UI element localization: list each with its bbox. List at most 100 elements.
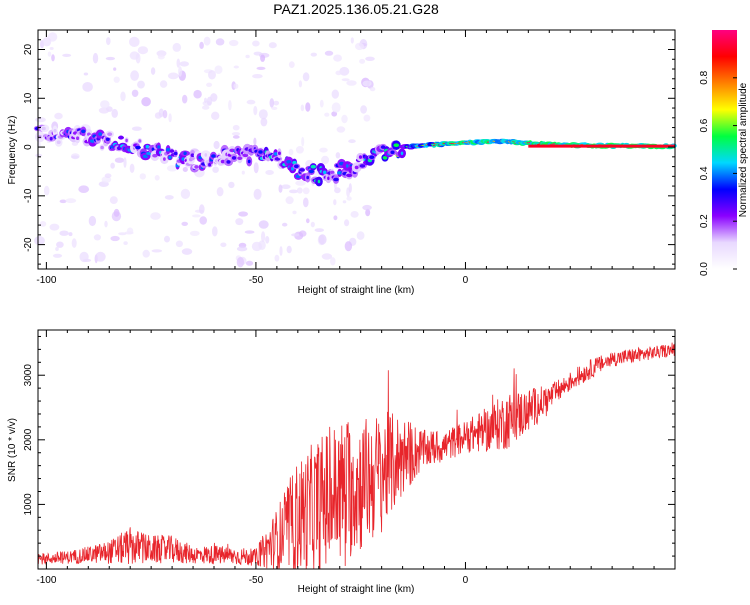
noise-blob — [285, 196, 294, 205]
ridge-blob-core — [157, 145, 161, 149]
noise-blob — [192, 214, 201, 218]
noise-blob — [306, 218, 310, 224]
noise-blob — [199, 204, 205, 215]
noise-blob — [212, 166, 219, 173]
noise-blob — [228, 181, 235, 189]
noise-blob — [100, 100, 110, 109]
noise-blob — [130, 70, 140, 81]
noise-blob — [265, 170, 274, 175]
ridge-blob-core — [329, 170, 335, 175]
noise-blob — [166, 165, 178, 172]
noise-blob — [164, 235, 170, 243]
noise-blob — [282, 222, 288, 227]
ridge-blob-core — [317, 179, 321, 184]
snr-y-tick-label: 3000 — [23, 364, 34, 387]
ridge-blob-core — [286, 160, 292, 164]
noise-blob — [159, 80, 168, 88]
noise-blob — [253, 137, 257, 146]
ridge-blob-core — [382, 156, 388, 160]
noise-blob — [129, 51, 140, 60]
noise-blob — [260, 117, 268, 127]
ridge-blob-core — [277, 151, 281, 156]
noise-blob — [56, 241, 64, 248]
ridge-blob-core — [358, 155, 363, 159]
colorbar-ticks: 0.0 0.2 0.4 0.6 0.8 — [699, 70, 737, 276]
noise-blob — [220, 242, 227, 248]
noise-blob — [168, 113, 172, 123]
noise-blob — [157, 54, 165, 60]
spectrogram-y-tick-label: -20 — [23, 237, 34, 252]
colorbar-tick-label: 0.6 — [699, 118, 710, 132]
spectrogram-y-axis-label: Frequency (Hz) — [7, 116, 18, 185]
noise-blob — [92, 52, 99, 64]
spectrogram-x-axis-label: Height of straight line (km) — [298, 285, 415, 296]
noise-blob — [321, 253, 333, 260]
noise-blob — [110, 162, 115, 169]
ridge-blob-core — [393, 143, 400, 147]
noise-blob — [310, 221, 315, 228]
noise-blob — [344, 219, 350, 227]
noise-blob — [232, 124, 240, 131]
noise-blob — [330, 257, 336, 266]
colorbar: 0.0 0.2 0.4 0.6 0.8 Normalized spectral ampl… — [699, 30, 749, 276]
noise-blob — [151, 249, 163, 253]
ridge-blob-core — [118, 135, 124, 140]
noise-blob — [236, 246, 248, 252]
noise-blob — [319, 99, 324, 108]
noise-blob — [333, 199, 337, 206]
ridge-blob-core — [258, 150, 263, 154]
noise-blob — [139, 173, 146, 180]
noise-blob — [164, 195, 174, 200]
noise-blob — [182, 94, 188, 104]
noise-blob — [114, 157, 125, 163]
colorbar-label: Normalized spectral amplitude — [738, 82, 749, 217]
noise-blob — [273, 100, 280, 106]
ridge-blob-core — [166, 147, 171, 152]
noise-blob — [123, 157, 127, 168]
noise-blob — [88, 215, 97, 227]
noise-blob — [331, 89, 339, 99]
ridge-blob-core — [145, 144, 150, 149]
noise-blob — [319, 147, 328, 153]
noise-blob — [258, 109, 268, 120]
noise-blob — [336, 126, 346, 133]
ridge-blob-core — [151, 147, 155, 152]
colorbar-tick-label: 0.8 — [699, 70, 710, 84]
noise-blob — [206, 82, 213, 88]
noise-blob — [175, 240, 183, 248]
noise-blob — [296, 187, 303, 194]
ridge-blob-core — [359, 164, 366, 168]
snr-axes: -100 -50 0 1000 2000 3000 — [23, 329, 676, 586]
colorbar-scale — [712, 30, 737, 269]
noise-blob — [274, 254, 280, 262]
noise-blob — [65, 198, 77, 204]
ridge-blob-core — [333, 177, 339, 182]
ridge-blob-core — [247, 159, 251, 164]
noise-blob — [176, 58, 181, 68]
noise-blob — [47, 51, 52, 57]
snr-panel: -100 -50 0 1000 2000 3000 Height of straight … — [7, 329, 676, 595]
snr-x-axis-label: Height of straight line (km) — [298, 584, 415, 595]
ridge-blob-core — [369, 155, 375, 159]
noise-blob — [245, 260, 254, 266]
ridge-blob-core — [135, 145, 141, 150]
spectrogram-x-tick-label: -50 — [249, 275, 264, 286]
noise-blob — [105, 56, 115, 61]
noise-blob — [261, 231, 266, 243]
noise-blob — [369, 86, 376, 92]
ridge-blob-core — [346, 173, 353, 178]
spectrogram-x-tick-label: 0 — [463, 275, 469, 286]
noise-blob — [301, 136, 305, 147]
ridge-blob-core — [380, 145, 386, 149]
noise-blob — [279, 246, 283, 256]
noise-blob — [162, 110, 168, 119]
noise-blob — [150, 212, 161, 220]
noise-blob — [365, 56, 375, 61]
noise-blob — [362, 80, 372, 87]
noise-blob — [265, 236, 270, 244]
noise-blob — [278, 184, 283, 193]
noise-blob — [71, 238, 77, 248]
noise-blob — [286, 245, 292, 254]
ridge-blob-core — [168, 155, 172, 160]
